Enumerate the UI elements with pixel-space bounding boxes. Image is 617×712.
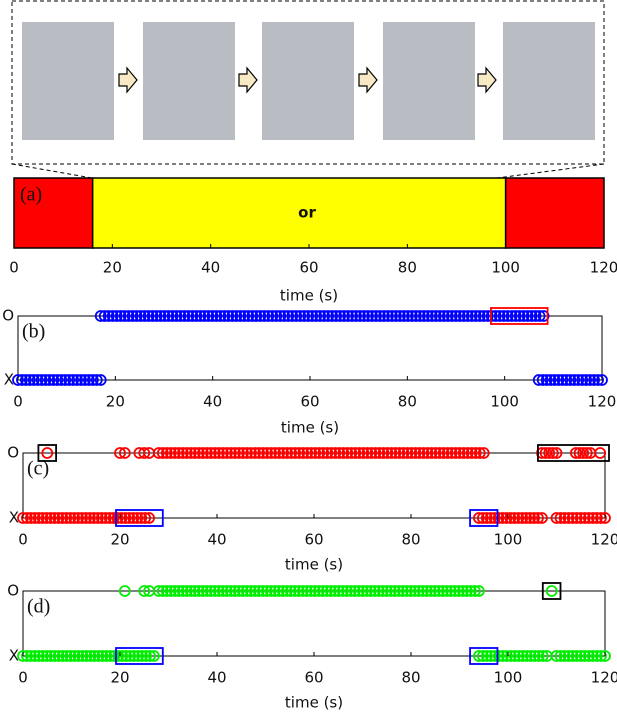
x-tick-label: 40 bbox=[207, 669, 226, 687]
x-tick-label: 20 bbox=[110, 669, 129, 687]
x-axis-label: time (s) bbox=[281, 419, 339, 437]
panel-label: (a) bbox=[20, 184, 42, 206]
x-tick-label: 20 bbox=[103, 259, 122, 277]
x-tick-label: 100 bbox=[494, 669, 523, 687]
x-tick-label: 60 bbox=[304, 669, 323, 687]
x-tick-label: 0 bbox=[18, 669, 28, 687]
panel-label: (d) bbox=[27, 596, 50, 618]
photo bbox=[383, 22, 475, 140]
x-tick-label: 20 bbox=[110, 531, 129, 549]
x-tick-label: 120 bbox=[590, 259, 617, 277]
x-tick-label: 60 bbox=[300, 393, 319, 411]
x-tick-label: 60 bbox=[299, 259, 318, 277]
x-tick-label: 40 bbox=[201, 259, 220, 277]
photo bbox=[22, 22, 114, 140]
x-axis-label: time (s) bbox=[285, 694, 343, 712]
zoom-line bbox=[497, 164, 604, 178]
panel-label: (b) bbox=[22, 321, 45, 343]
photo bbox=[262, 22, 354, 140]
x-tick-label: 0 bbox=[9, 259, 19, 277]
plot-frame bbox=[23, 591, 605, 656]
x-tick-label: 0 bbox=[18, 531, 28, 549]
x-tick-label: 0 bbox=[13, 393, 23, 411]
y-tick-label: O bbox=[2, 307, 14, 325]
arrow bbox=[478, 68, 496, 92]
x-tick-label: 40 bbox=[203, 393, 222, 411]
segment bbox=[506, 178, 604, 248]
x-tick-label: 120 bbox=[591, 669, 617, 687]
x-tick-label: 20 bbox=[106, 393, 125, 411]
x-tick-label: 60 bbox=[304, 531, 323, 549]
zoom-line bbox=[12, 164, 92, 178]
x-tick-label: 120 bbox=[588, 393, 617, 411]
arrow bbox=[359, 68, 377, 92]
x-axis-label: time (s) bbox=[280, 287, 338, 305]
y-tick-label: O bbox=[7, 582, 19, 600]
plot-frame bbox=[23, 453, 605, 518]
x-axis-label: time (s) bbox=[285, 556, 343, 574]
y-tick-label: O bbox=[7, 444, 19, 462]
photo bbox=[503, 22, 595, 140]
x-tick-label: 80 bbox=[398, 259, 417, 277]
arrow bbox=[119, 68, 137, 92]
photo bbox=[143, 22, 235, 140]
x-tick-label: 80 bbox=[401, 669, 420, 687]
x-tick-label: 40 bbox=[207, 531, 226, 549]
arrow bbox=[239, 68, 257, 92]
x-tick-label: 80 bbox=[398, 393, 417, 411]
x-tick-label: 80 bbox=[401, 531, 420, 549]
figure: (a)or020406080100120time (s)OX(b)0204060… bbox=[0, 0, 617, 712]
annotation: or bbox=[298, 204, 316, 222]
x-tick-label: 100 bbox=[494, 531, 523, 549]
x-tick-label: 100 bbox=[491, 259, 520, 277]
plot-frame bbox=[18, 316, 602, 380]
x-tick-label: 120 bbox=[591, 531, 617, 549]
x-tick-label: 100 bbox=[490, 393, 519, 411]
photos bbox=[22, 22, 595, 140]
